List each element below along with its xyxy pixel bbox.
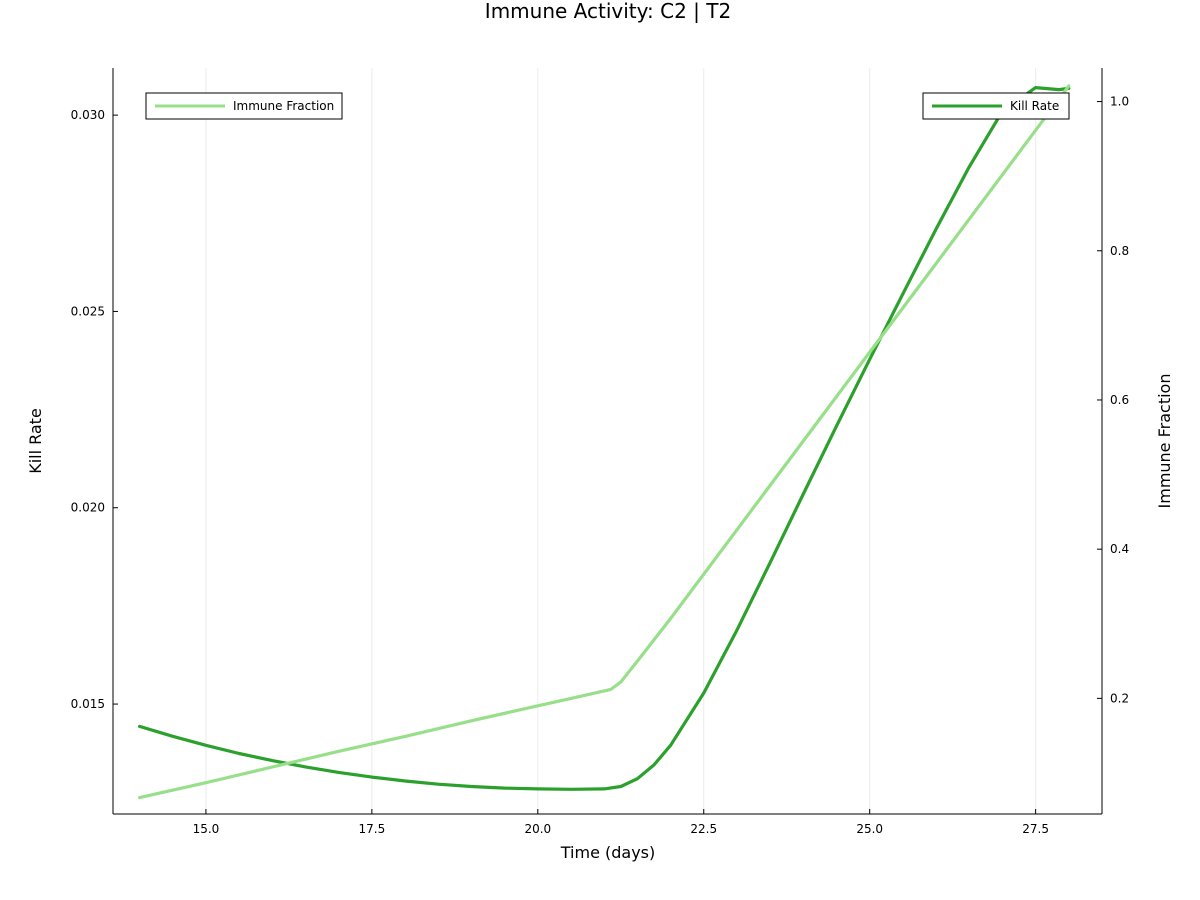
series-line-kill-rate — [138, 85, 1071, 791]
legend-label-immune-fraction: Immune Fraction — [233, 99, 334, 113]
chart-title: Immune Activity: C2 | T2 — [485, 0, 731, 23]
y-left-tick-label: 0.030 — [71, 108, 105, 122]
legend-label-kill-rate: Kill Rate — [1010, 99, 1059, 113]
y-left-tick-label: 0.020 — [71, 501, 105, 515]
legend-immune-fraction: Immune Fraction — [145, 92, 343, 120]
y-right-tick-label: 0.8 — [1110, 244, 1129, 258]
x-tick-label: 27.5 — [1022, 822, 1049, 836]
series-line-immune-fraction — [138, 84, 1071, 800]
x-tick-label: 15.0 — [193, 822, 220, 836]
x-tick-label: 22.5 — [690, 822, 717, 836]
x-tick-label: 17.5 — [359, 822, 386, 836]
y-right-axis-label: Immune Fraction — [1155, 374, 1174, 509]
axes — [112, 68, 1103, 815]
tick-labels: 15.0 17.5 20.0 22.5 25.0 27.5 0.015 0.020 0.025 0… — [71, 95, 1129, 836]
legend-kill-rate: Kill Rate — [922, 92, 1070, 120]
y-right-tick-label: 0.2 — [1110, 691, 1129, 705]
grid-lines — [205, 68, 1037, 814]
y-left-axis-label: Kill Rate — [26, 408, 45, 474]
y-left-tick-label: 0.015 — [71, 697, 105, 711]
x-tick-label: 25.0 — [856, 822, 883, 836]
y-right-tick-label: 1.0 — [1110, 95, 1129, 109]
series-lines — [138, 84, 1071, 800]
y-right-tick-label: 0.6 — [1110, 393, 1129, 407]
x-tick-label: 20.0 — [524, 822, 551, 836]
y-left-tick-label: 0.025 — [71, 304, 105, 318]
y-right-tick-label: 0.4 — [1110, 542, 1129, 556]
x-axis-label: Time (days) — [560, 843, 656, 862]
